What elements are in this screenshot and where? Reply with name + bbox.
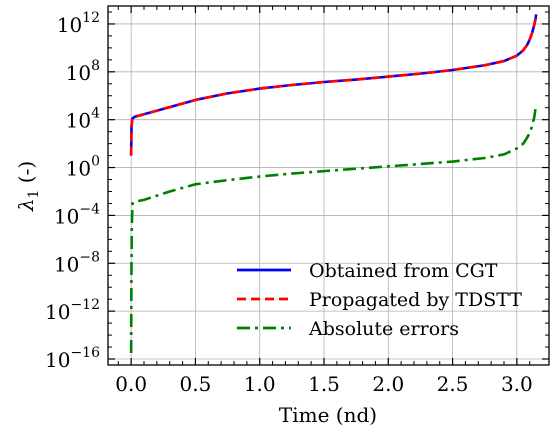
y-tick-label: 10−4 bbox=[54, 201, 100, 228]
series-line-0 bbox=[129, 14, 538, 156]
x-tick-label: 2.5 bbox=[437, 372, 469, 396]
x-axis-title: Time (nd) bbox=[279, 403, 377, 427]
y-tick-label: 10−12 bbox=[45, 297, 100, 324]
legend-label-2: Absolute errors bbox=[308, 318, 459, 340]
y-axis-symbol: λ bbox=[14, 198, 38, 212]
legend-label-1: Propagated by TDSTT bbox=[309, 289, 522, 311]
y-axis-subscript: 1 bbox=[26, 190, 42, 199]
series-line-2 bbox=[129, 103, 538, 354]
legend-label-0: Obtained from CGT bbox=[309, 260, 498, 282]
y-tick-label: 100 bbox=[66, 154, 100, 181]
y-tick-label: 1012 bbox=[57, 10, 100, 37]
x-tick-label: 1.5 bbox=[308, 372, 340, 396]
plot-frame bbox=[107, 5, 550, 366]
y-axis-unit: (-) bbox=[14, 161, 38, 190]
tick-labels: 0.0 0.5 1.0 1.5 2.0 2.5 3.0 10−16 10−12 10−8 10−4 1… bbox=[45, 10, 533, 396]
x-tick-label: 1.0 bbox=[244, 372, 276, 396]
y-tick-label: 10−8 bbox=[54, 249, 100, 276]
x-tick-label: 3.0 bbox=[501, 372, 533, 396]
x-tick-label: 2.0 bbox=[372, 372, 404, 396]
series-line-1 bbox=[129, 14, 538, 156]
legend: Obtained from CGT Propagated by TDSTT Abso… bbox=[237, 260, 522, 340]
x-tick-label: 0.5 bbox=[180, 372, 212, 396]
axis-ticks bbox=[108, 6, 549, 365]
series-group bbox=[129, 14, 538, 354]
y-tick-label: 10−16 bbox=[45, 345, 100, 372]
y-axis-title: λ1 (-) bbox=[14, 161, 42, 212]
y-tick-label: 104 bbox=[66, 106, 100, 133]
y-tick-label: 108 bbox=[66, 58, 100, 85]
grid bbox=[108, 6, 549, 365]
x-tick-label: 0.0 bbox=[115, 372, 147, 396]
